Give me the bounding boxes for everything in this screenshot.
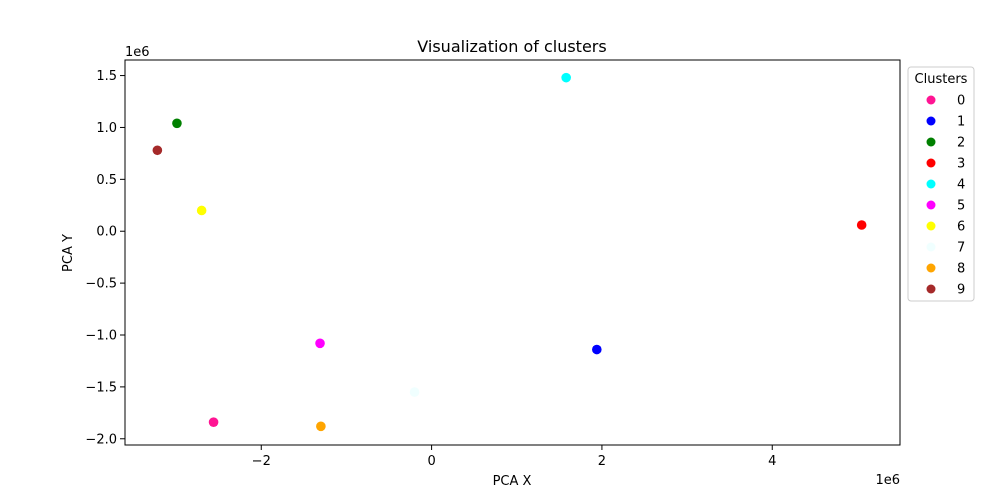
legend-label: 2	[957, 136, 965, 151]
legend-marker-3	[926, 158, 936, 168]
y-tick-label: 0.0	[96, 225, 117, 240]
data-point-cluster-8	[316, 421, 326, 432]
x-axis-label: PCA X	[493, 474, 532, 489]
y-axis-label: PCA Y	[61, 234, 76, 272]
x-tick-label: −2	[252, 454, 271, 469]
legend-marker-1	[926, 116, 936, 126]
data-point-cluster-5	[315, 338, 325, 349]
legend-marker-4	[926, 179, 936, 189]
legend-marker-9	[926, 284, 936, 294]
x-tick-label: 0	[427, 454, 435, 469]
legend-marker-0	[926, 95, 936, 105]
legend-title: Clusters	[915, 72, 968, 87]
data-point-cluster-9	[152, 145, 163, 156]
y-tick-label: 1.0	[96, 121, 117, 136]
y-axis-ticks: −2.0 −1.5 −1.0 −0.5 0.0 0.5 1.0 1.5	[85, 69, 125, 447]
legend-label: 3	[957, 157, 965, 172]
legend-marker-2	[926, 137, 936, 147]
data-point-cluster-4	[561, 72, 571, 83]
legend-label: 1	[957, 115, 965, 130]
y-tick-label: −1.0	[85, 329, 117, 344]
chart-title: Visualization of clusters	[417, 37, 606, 56]
x-tick-label: 4	[768, 454, 776, 469]
y-tick-label: 0.5	[96, 173, 117, 188]
data-points	[152, 72, 867, 432]
y-tick-label: 1.5	[96, 69, 117, 84]
legend-label: 0	[957, 94, 965, 109]
legend-label: 6	[957, 220, 965, 235]
legend-marker-6	[926, 221, 936, 231]
legend-box	[907, 66, 975, 302]
x-axis-ticks: −2 0 2 4	[252, 445, 776, 469]
legend-label: 7	[957, 241, 965, 256]
legend: Clusters 0 1 2 3 4 5 6 7 8 9	[907, 66, 975, 302]
data-point-cluster-2	[172, 118, 182, 129]
y-tick-label: −1.5	[85, 380, 117, 395]
data-point-cluster-6	[196, 205, 207, 216]
y-offset-label: 1e6	[125, 45, 150, 60]
plot-area	[124, 59, 901, 446]
y-tick-label: −2.0	[85, 432, 117, 447]
data-point-cluster-1	[592, 344, 602, 355]
data-point-cluster-3	[856, 220, 867, 230]
legend-label: 8	[957, 262, 965, 277]
data-point-cluster-0	[208, 417, 219, 427]
legend-marker-8	[926, 263, 936, 273]
y-tick-label: −0.5	[85, 277, 117, 292]
legend-label: 5	[957, 199, 965, 214]
legend-marker-7	[926, 242, 936, 252]
x-offset-label: 1e6	[875, 473, 900, 488]
legend-marker-5	[926, 200, 936, 210]
legend-label: 4	[957, 178, 965, 193]
data-point-cluster-7	[409, 387, 420, 397]
legend-items: 0 1 2 3 4 5 6 7 8 9	[926, 94, 965, 298]
x-tick-label: 2	[598, 454, 606, 469]
legend-label: 9	[957, 283, 965, 298]
